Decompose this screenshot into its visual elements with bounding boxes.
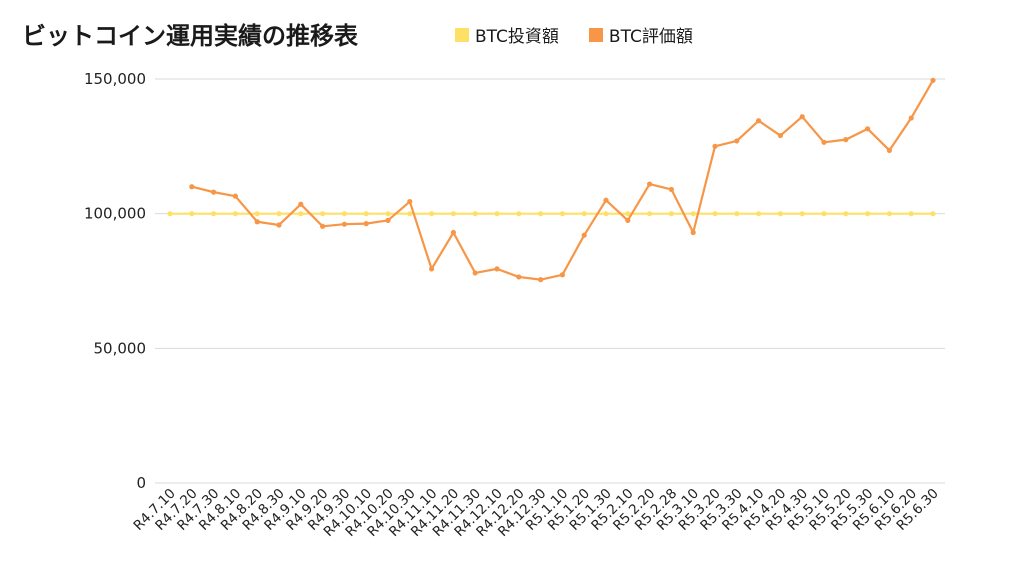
data-point <box>211 189 217 195</box>
data-point <box>886 147 893 153</box>
data-point <box>756 211 762 217</box>
series-investment <box>167 211 936 217</box>
data-point <box>189 184 195 190</box>
data-point <box>363 211 369 217</box>
data-point <box>581 232 587 238</box>
data-point <box>734 211 740 217</box>
data-point <box>472 211 478 217</box>
data-point <box>908 115 914 121</box>
data-point <box>712 143 718 149</box>
legend-item-investment: BTC投資額 <box>455 22 559 47</box>
data-point <box>276 222 282 228</box>
data-point <box>341 211 347 217</box>
data-point <box>777 211 784 217</box>
data-point <box>232 211 238 217</box>
data-point <box>407 211 413 217</box>
data-point <box>450 211 456 217</box>
data-point <box>450 229 456 236</box>
data-point <box>843 137 849 143</box>
data-point <box>516 274 522 280</box>
data-point <box>690 211 696 217</box>
data-point <box>908 211 914 217</box>
data-point <box>167 211 173 217</box>
data-point <box>538 277 544 283</box>
data-point <box>494 211 500 217</box>
data-point <box>320 223 326 229</box>
data-point <box>385 211 391 217</box>
data-point <box>429 211 435 217</box>
data-point <box>647 181 653 187</box>
gridlines <box>155 78 945 484</box>
data-point <box>865 211 871 217</box>
data-point <box>799 114 805 120</box>
data-point <box>341 221 347 227</box>
legend-swatch-investment <box>455 27 469 42</box>
legend-swatch-valuation <box>588 27 603 42</box>
data-point <box>254 211 260 217</box>
x-axis-ticks: R4.7.10R4.7.20R4.7.30R4.8.10R4.8.20R4.8.… <box>131 486 942 540</box>
data-point <box>385 217 391 223</box>
data-point <box>930 77 936 83</box>
data-point <box>625 217 631 223</box>
data-point <box>429 266 435 272</box>
data-point <box>821 211 827 217</box>
data-point <box>865 126 871 132</box>
data-point <box>363 221 369 227</box>
data-point <box>756 118 762 124</box>
data-point <box>538 211 544 217</box>
data-point <box>647 211 653 217</box>
y-tick-label: 0 <box>136 474 146 492</box>
data-point <box>189 211 195 217</box>
data-point <box>843 211 849 217</box>
legend: BTC投資額 BTC評価額 <box>455 22 693 47</box>
chart-title: ビットコイン運用実績の推移表 <box>22 22 358 50</box>
data-point <box>559 272 566 278</box>
data-point <box>232 193 238 199</box>
data-point <box>254 219 260 225</box>
data-point <box>886 211 893 217</box>
data-point <box>211 211 217 217</box>
data-point <box>603 211 609 217</box>
data-point <box>472 270 478 276</box>
data-point <box>407 198 413 205</box>
legend-label-investment: BTC投資額 <box>475 27 559 47</box>
data-point <box>559 211 566 217</box>
data-point <box>298 201 304 207</box>
y-axis-ticks: 0 50,000 100,000 150,000 <box>84 70 146 492</box>
data-point <box>494 266 500 272</box>
y-tick-label: 50,000 <box>94 339 147 357</box>
y-tick-label: 150,000 <box>84 70 146 88</box>
series-valuation <box>189 77 936 283</box>
data-point <box>668 211 675 217</box>
legend-item-valuation: BTC評価額 <box>588 22 693 47</box>
data-point <box>276 211 282 217</box>
data-point <box>668 186 675 193</box>
data-point <box>298 211 304 217</box>
data-point <box>734 138 740 144</box>
data-point <box>930 211 936 217</box>
data-point <box>777 132 784 139</box>
legend-label-valuation: BTC評価額 <box>608 27 693 47</box>
data-point <box>516 211 522 217</box>
data-point <box>625 211 631 217</box>
data-point <box>690 229 696 236</box>
series-lines <box>167 77 936 283</box>
data-point <box>712 211 718 217</box>
data-point <box>821 139 827 145</box>
data-point <box>603 197 609 203</box>
data-point <box>581 211 587 217</box>
data-point <box>320 211 326 217</box>
data-point <box>799 211 805 217</box>
series-line <box>191 79 934 281</box>
y-tick-label: 100,000 <box>84 205 146 223</box>
